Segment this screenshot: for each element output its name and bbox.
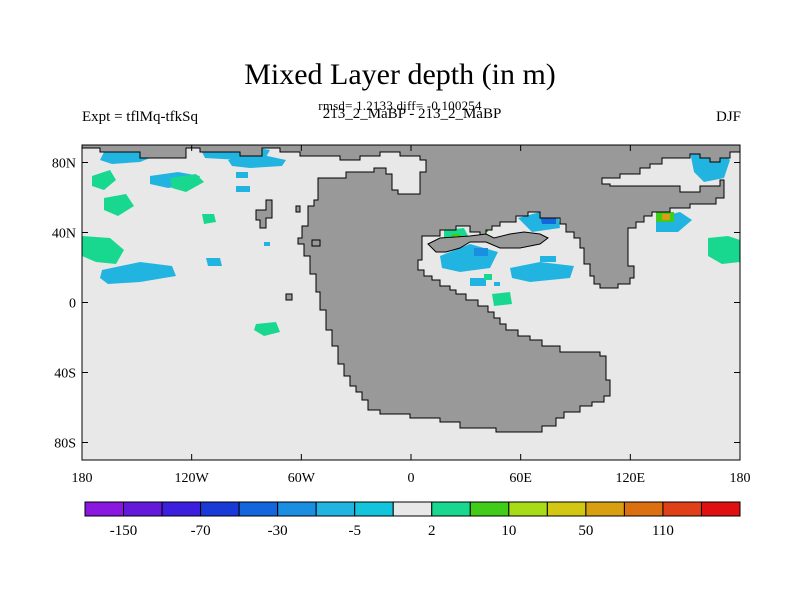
colorbar-label: 110 [652,523,674,539]
lon-tick-label: 60W [288,471,316,486]
colorbar-label: -30 [268,523,288,539]
land-islet [285,293,293,301]
colorbar-swatch [200,501,240,517]
anomaly-patch [92,170,116,190]
lon-tick-label: 0 [408,471,415,486]
lon-tick-label: 120W [175,471,210,486]
anomaly-patch [494,282,500,286]
colorbar-label: 10 [501,523,516,539]
colorbar-swatch [662,501,702,517]
colorbar-label: -150 [110,523,138,539]
anomaly-patch [228,154,286,168]
colorbar-swatch [431,501,471,517]
anomaly-patch [202,214,216,224]
colorbar: -150 -70 -30 -5 2 10 50 110 [84,501,741,539]
colorbar-swatch [354,501,394,517]
colorbar-label: -5 [348,523,361,539]
anomaly-patch [484,274,492,280]
colorbar-swatch [585,501,625,517]
colorbar-swatch [238,501,279,517]
anomaly-patch [470,278,486,286]
land-islet [311,239,321,247]
lat-tick-label: 80S [54,437,76,452]
lat-tick-label: 40N [52,227,76,242]
map-title: Mixed Layer depth (in m) [244,58,556,91]
anomaly-patch [540,256,556,262]
anomaly-patch [100,152,150,164]
anomaly-patch [510,262,574,282]
lat-tick-label: 40S [54,367,76,382]
land-western-island-chain [255,199,273,229]
anomaly-patch [264,242,270,246]
colorbar-swatch [508,501,548,517]
anomaly-patches [82,147,740,336]
lat-tick-label: 0 [69,297,76,312]
anomaly-patch [170,174,204,192]
latitude-axis: 80N 40N 0 40S 80S [52,157,740,452]
anomaly-patch [662,214,670,220]
lon-tick-label: 180 [72,471,93,486]
anomaly-patch [206,258,222,266]
anomaly-patch [492,292,512,306]
lon-tick-label: 120E [616,471,646,486]
colorbar-label: -70 [191,523,211,539]
colorbar-swatch [623,501,664,517]
season-label: DJF [715,109,741,125]
colorbar-label: 2 [428,523,436,539]
map-subtitle: rmsd= 1.2133 diff= -0.100254 [318,98,482,113]
colorbar-label: 50 [578,523,593,539]
longitude-axis: 180 120W 60W 0 60E 120E 180 [72,145,751,486]
anomaly-patch [474,248,488,256]
lon-tick-label: 60E [509,471,532,486]
lat-tick-label: 80N [52,157,76,172]
anomaly-patch [236,172,248,178]
colorbar-swatch [277,501,317,517]
map-panel: 80N 40N 0 40S 80S 180 120W 60W 0 60E 120E 180 [52,144,751,486]
lon-tick-label: 180 [730,471,751,486]
land-north-polar-continent [81,144,741,433]
anomaly-patch [708,236,740,264]
colorbar-swatch [123,501,163,517]
anomaly-patch [100,262,176,284]
land-islet [295,205,301,213]
land-interior-sea-island [427,231,549,253]
land-masses [81,144,741,433]
anomaly-patch [236,186,250,192]
experiment-label: Expt = tflMq-tfkSq [82,109,198,125]
colorbar-swatch [392,501,433,517]
anomaly-patch [104,194,134,216]
comparison-label: 213_2_MaBP - 213_2_MaBP [322,106,502,122]
colorbar-swatch [84,501,125,517]
colorbar-swatch [161,501,202,517]
colorbar-swatch [546,501,587,517]
anomaly-patch [82,236,124,264]
colorbar-swatch [469,501,510,517]
anomaly-patch [254,322,280,336]
colorbar-swatch [315,501,356,517]
colorbar-swatch [700,501,741,517]
